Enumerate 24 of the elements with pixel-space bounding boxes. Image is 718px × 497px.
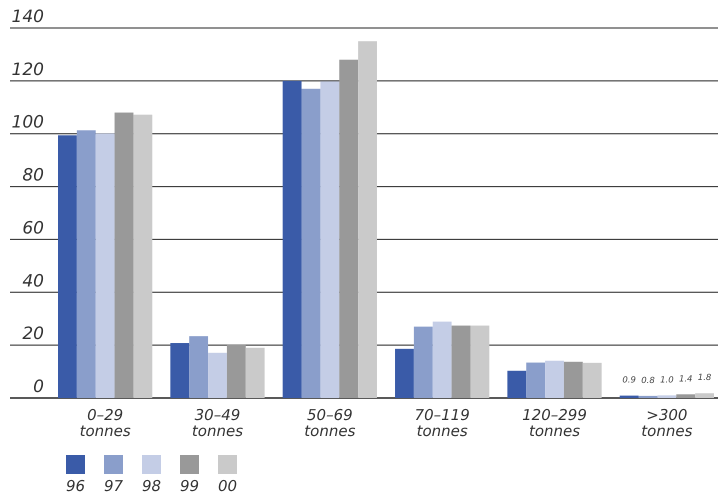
data-label: 1.0 xyxy=(660,375,674,386)
y-tick-label: 20 xyxy=(22,324,44,344)
legend-label: 99 xyxy=(180,477,200,495)
y-tick-label: 80 xyxy=(22,166,44,186)
data-label: 1.8 xyxy=(698,373,712,384)
legend-label: 96 xyxy=(66,477,86,495)
data-label: 0.9 xyxy=(622,376,636,386)
x-tick-label: 30–49 tonnes xyxy=(192,406,244,440)
legend-label: 00 xyxy=(218,477,238,495)
y-tick-label: 120 xyxy=(12,60,44,80)
y-tick-label: 60 xyxy=(22,218,44,238)
legend-label: 98 xyxy=(142,477,162,495)
x-tick-label: 50–69 tonnes xyxy=(304,406,356,440)
data-label: 1.4 xyxy=(678,374,692,384)
y-tick-label: 100 xyxy=(12,112,44,133)
data-label: 0.8 xyxy=(641,376,656,386)
legend-label: 97 xyxy=(104,477,124,495)
y-tick-label: 140 xyxy=(12,7,44,27)
x-tick-label: 70–119 tonnes xyxy=(414,406,470,440)
x-tick-label: >300 tonnes xyxy=(641,406,693,440)
y-tick-label: 40 xyxy=(22,271,44,292)
x-tick-label: 0–29 tonnes xyxy=(80,406,131,440)
x-tick-label: 120–299 tonnes xyxy=(522,406,587,440)
y-tick-label: 0 xyxy=(33,377,44,397)
